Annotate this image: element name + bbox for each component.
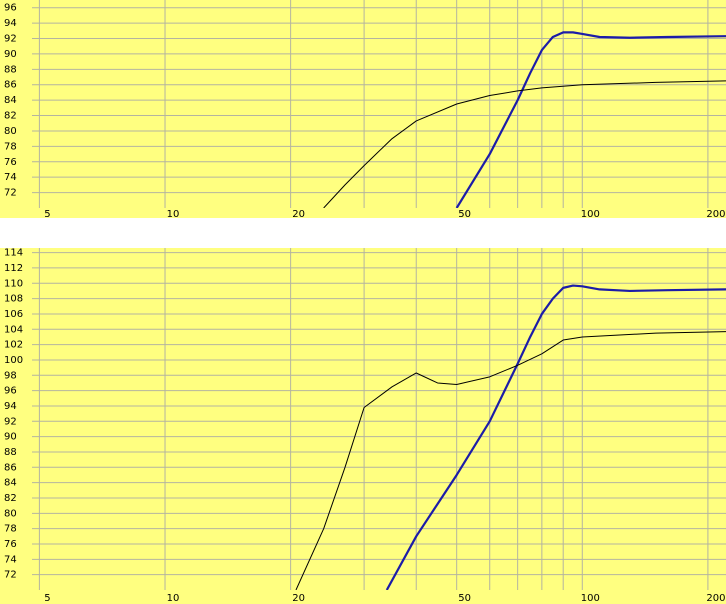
panel-background (0, 248, 726, 604)
x-tick-label: 50 (458, 593, 471, 604)
y-tick-label: 114 (4, 248, 23, 259)
y-tick-label: 86 (4, 462, 17, 473)
x-tick-label: 5 (44, 593, 50, 604)
y-tick-label: 84 (4, 95, 17, 106)
y-tick-label: 96 (4, 386, 17, 397)
y-tick-label: 82 (4, 111, 17, 122)
x-tick-label: 200 (706, 209, 725, 220)
y-tick-label: 72 (4, 570, 17, 581)
y-tick-label: 82 (4, 493, 17, 504)
y-tick-label: 80 (4, 508, 17, 519)
series-line (385, 284, 726, 590)
y-tick-label: 92 (4, 34, 17, 45)
x-tick-label: 100 (581, 593, 600, 604)
y-tick-label: 94 (4, 401, 17, 412)
x-tick-label: 5 (44, 209, 50, 220)
x-tick-label: 20 (292, 209, 305, 220)
y-tick-label: 92 (4, 416, 17, 427)
y-tick-label: 78 (4, 524, 17, 535)
y-tick-label: 72 (4, 188, 17, 199)
series-line (295, 331, 726, 590)
series-line (323, 80, 726, 208)
y-tick-label: 84 (4, 478, 17, 489)
x-tick-label: 50 (458, 209, 471, 220)
y-tick-label: 98 (4, 370, 17, 381)
y-tick-label: 80 (4, 126, 17, 137)
x-tick-label: 10 (167, 209, 180, 220)
y-tick-label: 104 (4, 324, 23, 335)
y-tick-label: 78 (4, 141, 17, 152)
y-tick-label: 76 (4, 539, 17, 550)
y-tick-label: 74 (4, 172, 17, 183)
panel-background (0, 0, 726, 218)
chart-panel: 72 74 76 78 80 82 84 86 88 90 92 94 96 5 10 20 50 100 200 (0, 0, 726, 220)
y-tick-label: 102 (4, 340, 23, 351)
chart-panel: 72 74 76 78 80 82 84 86 88 90 92 94 96 98 100 102 104 106… (0, 248, 726, 604)
y-tick-label: 88 (4, 447, 17, 458)
y-tick-label: 110 (4, 278, 23, 289)
x-tick-label: 100 (581, 209, 600, 220)
y-tick-label: 96 (4, 3, 17, 14)
y-tick-label: 90 (4, 49, 17, 60)
y-tick-label: 90 (4, 432, 17, 443)
x-tick-label: 20 (292, 593, 305, 604)
y-tick-label: 112 (4, 263, 23, 274)
y-tick-label: 74 (4, 554, 17, 565)
y-tick-label: 108 (4, 294, 23, 305)
x-tick-label: 10 (167, 593, 180, 604)
y-tick-label: 94 (4, 18, 17, 29)
y-tick-label: 86 (4, 80, 17, 91)
y-tick-label: 106 (4, 309, 23, 320)
y-tick-label: 76 (4, 157, 17, 168)
y-tick-label: 88 (4, 64, 17, 75)
x-tick-label: 200 (706, 593, 725, 604)
y-tick-label: 100 (4, 355, 23, 366)
series-line (455, 31, 726, 208)
